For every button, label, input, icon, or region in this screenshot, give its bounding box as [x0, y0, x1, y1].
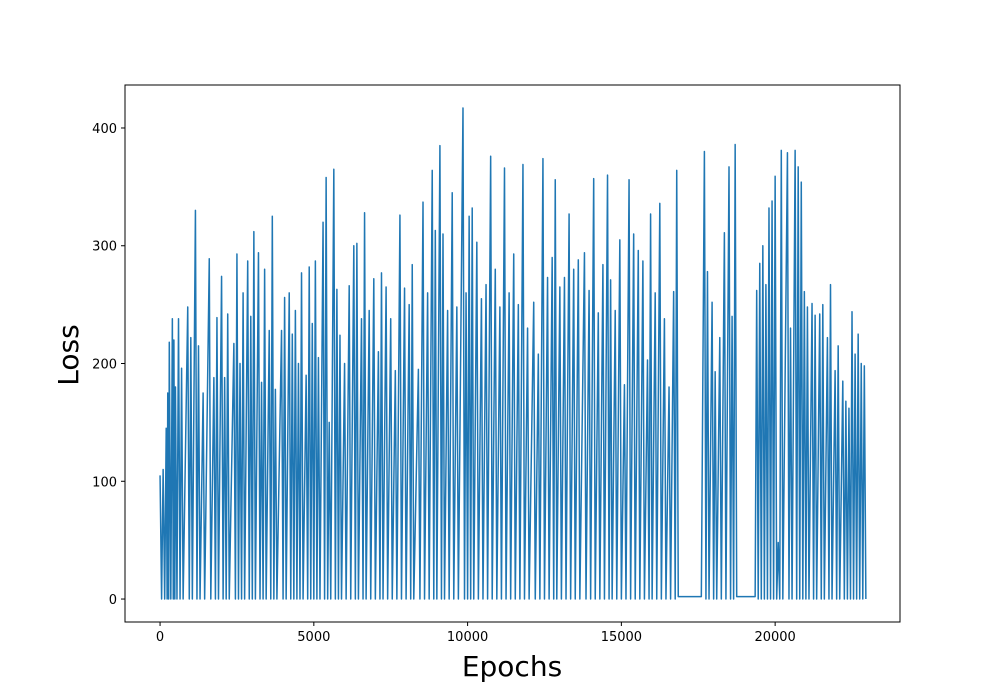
- x-tick-label: 20000: [754, 630, 795, 645]
- x-tick-label: 5000: [297, 630, 330, 645]
- y-tick-label: 400: [92, 122, 117, 137]
- y-axis-label: Loss: [52, 324, 85, 385]
- loss-line: [159, 107, 867, 600]
- x-tick-label: 0: [156, 630, 164, 645]
- y-tick-label: 100: [92, 475, 117, 490]
- x-tick-label: 10000: [447, 630, 488, 645]
- y-tick-label: 0: [109, 593, 117, 608]
- y-tick-label: 200: [92, 358, 117, 373]
- plot-frame: [124, 84, 901, 623]
- x-tick-label: 15000: [601, 630, 642, 645]
- x-axis-label: Epochs: [462, 650, 562, 683]
- y-tick-label: 300: [92, 240, 117, 255]
